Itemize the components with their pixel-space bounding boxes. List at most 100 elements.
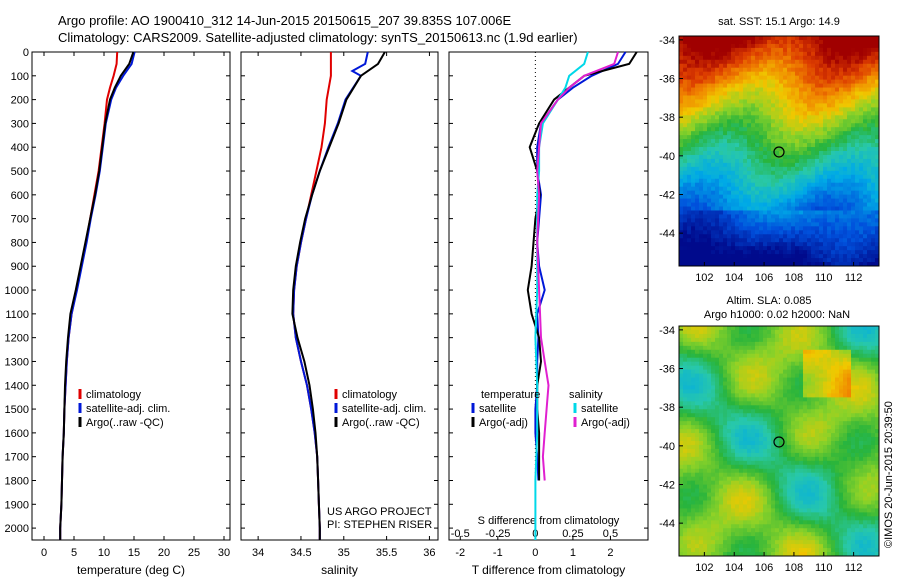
map-cell	[683, 258, 688, 263]
map-cell	[823, 115, 828, 120]
map-cell	[715, 206, 720, 211]
map-cell	[763, 345, 768, 351]
map-cell	[851, 250, 856, 255]
map-cell	[863, 405, 868, 410]
map-cell	[763, 75, 768, 81]
map-cell	[703, 460, 708, 466]
map-cell	[759, 198, 764, 203]
map-cell	[803, 397, 808, 402]
map-cell	[855, 83, 860, 88]
map-cell	[691, 444, 696, 450]
map-cell	[711, 333, 716, 339]
map-cell	[819, 123, 824, 128]
x-tick-label: 35	[338, 547, 350, 559]
map-cell	[707, 139, 712, 144]
map-cell	[727, 55, 732, 61]
map-cell	[835, 154, 840, 160]
map-cell	[691, 421, 696, 426]
map-cell	[847, 55, 852, 61]
map-cell	[743, 234, 748, 239]
map-cell	[803, 357, 808, 363]
map-cell	[799, 337, 804, 343]
map-cell	[703, 36, 708, 41]
map-x-tick-label: 102	[695, 272, 713, 284]
map-cell	[679, 401, 684, 406]
map-cell	[687, 413, 692, 418]
map-cell	[687, 182, 692, 188]
map-cell	[843, 258, 848, 263]
map-cell	[699, 456, 704, 462]
map-cell	[731, 413, 736, 418]
map-cell	[843, 246, 848, 251]
map-cell	[827, 222, 832, 227]
map-cell	[775, 115, 780, 120]
map-cell	[791, 218, 796, 223]
map-cell	[783, 194, 788, 199]
map-cell	[799, 43, 804, 49]
map-cell	[707, 329, 712, 335]
map-cell	[739, 377, 744, 382]
map-cell	[723, 63, 728, 69]
map-cell	[871, 91, 876, 96]
map-cell	[807, 349, 812, 355]
map-cell	[867, 246, 872, 251]
map-cell	[695, 421, 700, 426]
map-cell	[727, 421, 732, 426]
map-cell	[783, 115, 788, 120]
map-cell	[787, 51, 792, 57]
map-cell	[687, 91, 692, 96]
map-cell	[727, 158, 732, 164]
map-cell	[803, 151, 808, 156]
map-cell	[735, 55, 740, 61]
map-cell	[803, 381, 808, 386]
map-cell	[835, 234, 840, 239]
map-cell	[715, 361, 720, 367]
map-cell	[855, 365, 860, 371]
map-cell	[835, 437, 840, 442]
map-cell	[847, 166, 852, 172]
map-cell	[795, 246, 800, 251]
map-cell	[683, 87, 688, 92]
map-cell	[703, 326, 708, 331]
map-cell	[743, 397, 748, 402]
map-cell	[783, 250, 788, 255]
map-cell	[795, 397, 800, 402]
map-cell	[803, 135, 808, 140]
map-cell	[687, 357, 692, 363]
map-cell	[827, 429, 832, 434]
map-cell	[831, 413, 836, 418]
map-cell	[839, 162, 844, 168]
map-cell	[723, 441, 728, 446]
map-cell	[691, 47, 696, 53]
map-cell	[815, 99, 820, 104]
map-cell	[779, 147, 784, 152]
map-cell	[811, 83, 816, 88]
map-cell	[763, 413, 768, 418]
map-cell	[695, 222, 700, 227]
map-cell	[783, 198, 788, 203]
map-cell	[803, 162, 808, 168]
map-cell	[683, 99, 688, 104]
map-cell	[787, 448, 792, 454]
map-cell	[763, 385, 768, 390]
map-cell	[791, 250, 796, 255]
map-cell	[707, 365, 712, 371]
map-cell	[751, 39, 756, 45]
map-cell	[703, 71, 708, 77]
map-cell	[795, 385, 800, 390]
map-cell	[755, 254, 760, 259]
map-cell	[839, 107, 844, 112]
map-cell	[875, 433, 880, 438]
map-cell	[775, 119, 780, 124]
map-cell	[851, 377, 856, 382]
map-cell	[707, 178, 712, 184]
map-cell	[711, 151, 716, 156]
map-cell	[783, 230, 788, 235]
map-cell	[775, 83, 780, 88]
map-cell	[811, 333, 816, 339]
map-cell	[759, 250, 764, 255]
map-cell	[711, 194, 716, 199]
map-cell	[775, 456, 780, 462]
map-cell	[699, 326, 704, 331]
map-cell	[691, 143, 696, 148]
